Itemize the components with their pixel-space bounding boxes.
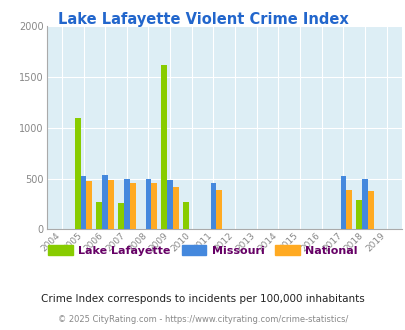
- Bar: [173, 187, 179, 229]
- Bar: [124, 179, 130, 229]
- Legend: Lake Lafayette, Missouri, National: Lake Lafayette, Missouri, National: [43, 240, 362, 260]
- Bar: [118, 204, 124, 229]
- Bar: [102, 175, 108, 229]
- Text: © 2025 CityRating.com - https://www.cityrating.com/crime-statistics/: © 2025 CityRating.com - https://www.city…: [58, 315, 347, 324]
- Bar: [183, 202, 188, 229]
- Bar: [75, 118, 80, 229]
- Bar: [367, 191, 373, 229]
- Bar: [108, 180, 114, 229]
- Bar: [216, 190, 222, 229]
- Bar: [161, 65, 167, 229]
- Text: Crime Index corresponds to incidents per 100,000 inhabitants: Crime Index corresponds to incidents per…: [41, 294, 364, 304]
- Bar: [80, 176, 86, 229]
- Bar: [356, 200, 361, 229]
- Text: Lake Lafayette Violent Crime Index: Lake Lafayette Violent Crime Index: [58, 12, 347, 26]
- Bar: [345, 190, 352, 229]
- Bar: [96, 202, 102, 229]
- Bar: [340, 176, 345, 229]
- Bar: [361, 179, 367, 229]
- Bar: [86, 181, 92, 229]
- Bar: [210, 183, 216, 229]
- Bar: [145, 179, 151, 229]
- Bar: [130, 183, 135, 229]
- Bar: [151, 183, 157, 229]
- Bar: [167, 180, 173, 229]
